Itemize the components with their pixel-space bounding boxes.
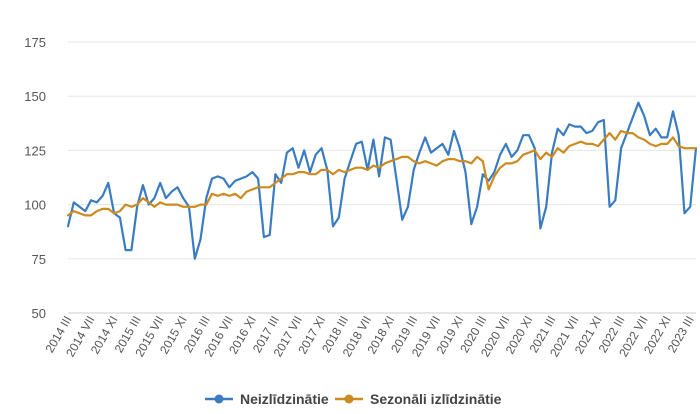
legend-marker-neizlidzinatie (214, 394, 224, 404)
y-tick-label: 175 (24, 35, 46, 50)
legend-item-neizlidzinatie: Neizlīdzinātie (205, 391, 329, 407)
series-line-neizlidzinatie (66, 101, 698, 260)
legend-item-sezonali: Sezonāli izlīdzinātie (335, 391, 502, 407)
y-tick-label: 50 (32, 306, 46, 321)
y-tick-label: 150 (24, 89, 46, 104)
y-tick-label: 125 (24, 143, 46, 158)
y-axis: 50 75 100 125 150 175 (24, 35, 46, 321)
legend-marker-sezonali (344, 394, 354, 404)
legend-label-sezonali: Sezonāli izlīdzinātie (370, 391, 502, 407)
series-lines (66, 101, 698, 260)
y-tick-label: 75 (32, 252, 46, 267)
y-tick-label: 100 (24, 198, 46, 213)
legend-label-neizlidzinatie: Neizlīdzinātie (240, 391, 329, 407)
legend: Neizlīdzinātie Sezonāli izlīdzinātie (205, 391, 502, 407)
series-line-sezonali (66, 129, 698, 217)
grid-lines (68, 41, 696, 314)
